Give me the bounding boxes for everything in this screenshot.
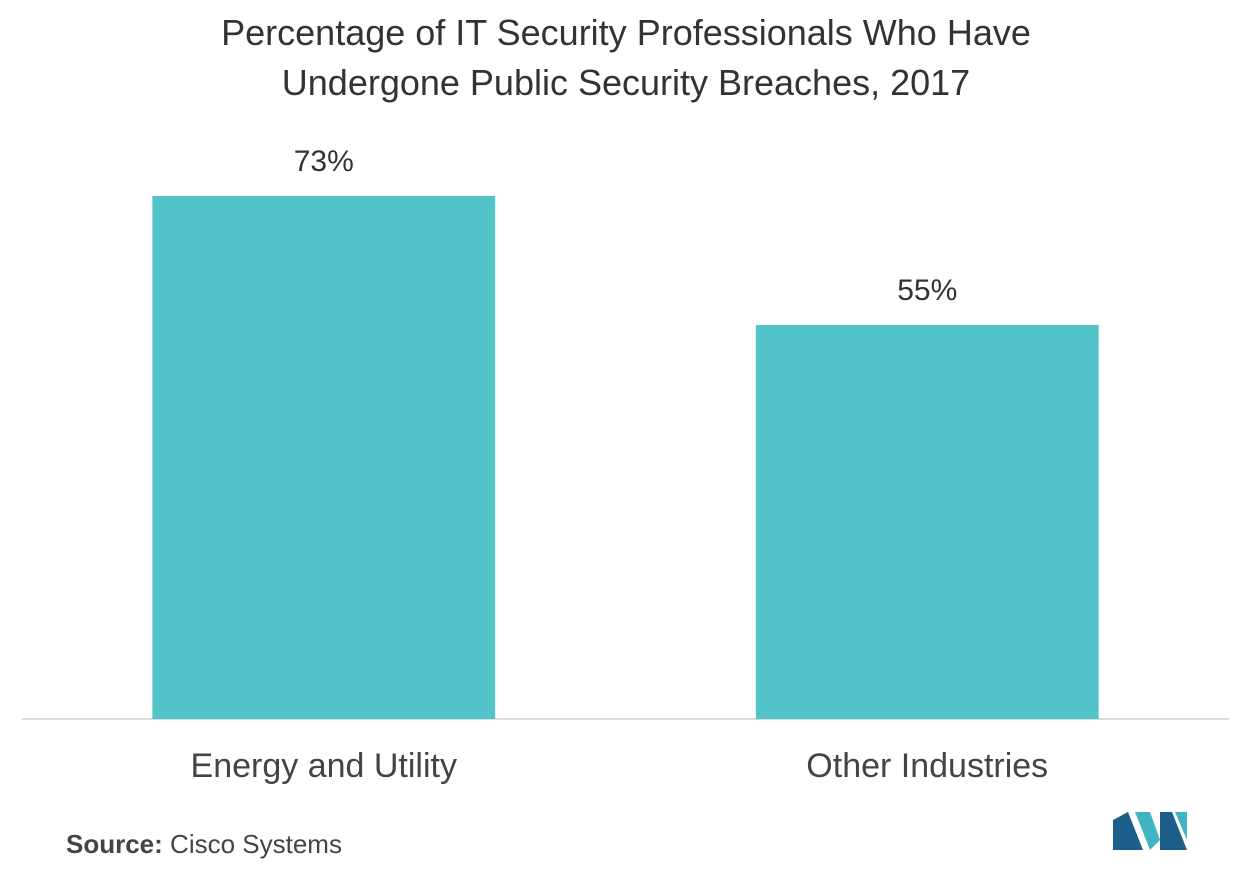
- source: Source: Cisco Systems: [66, 829, 342, 860]
- logo-shape: [1135, 812, 1160, 850]
- chart-title: Percentage of IT Security Professionals …: [221, 12, 1031, 103]
- logo-shape: [1175, 812, 1187, 840]
- source-text: Cisco Systems: [170, 829, 342, 859]
- x-tick-label: Other Industries: [806, 747, 1048, 785]
- logo-shape: [1160, 812, 1187, 850]
- value-label: 73%: [294, 145, 354, 178]
- logo-shape: [1113, 812, 1143, 850]
- value-label: 55%: [897, 274, 957, 307]
- x-tick-label: Energy and Utility: [191, 747, 457, 785]
- logo: [1113, 812, 1187, 850]
- bar: [152, 196, 496, 719]
- source-label: Source:: [66, 829, 163, 859]
- bar: [755, 324, 1099, 719]
